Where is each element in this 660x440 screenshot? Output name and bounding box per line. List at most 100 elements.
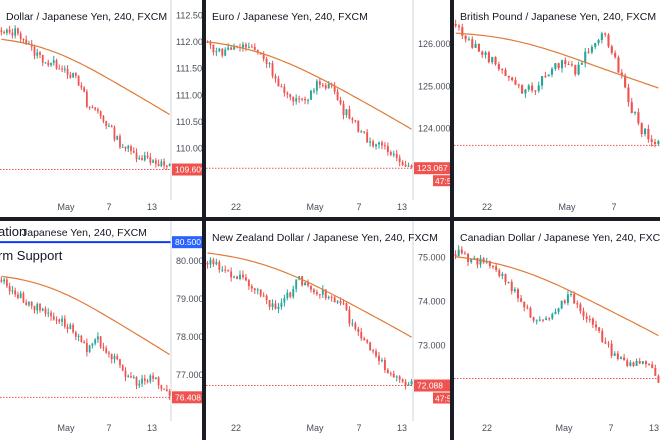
candle-body [481,51,484,55]
chart-panel-cad-jpy[interactable]: 22 May 7 13 Canadian Dollar / Japanese Yen, … [454,221,660,440]
candle-body [641,361,644,364]
chart-usd-jpy[interactable]: 112.500 112.000 111.500 111.000 110.500 110.0… [0,0,202,217]
candle-body [119,136,121,148]
candle-body [74,332,77,337]
candle-body [138,158,141,160]
candle-body [310,90,312,100]
candle-body [8,286,11,292]
symbol-title: New Zealand Dollar / Japanese Yen, 240, … [212,232,438,244]
chart-nzd-jpy[interactable]: 75.000 74.000 73.000 72.088 47:57 22 May 7 13 New… [206,221,450,440]
candle-body [395,153,398,158]
chart-panel-usd-jpy[interactable]: 112.500 112.000 111.500 111.000 110.500 110.0… [0,0,202,217]
candle-body [91,107,94,109]
candle-body [307,99,309,101]
candle-body [464,35,467,40]
candle-body [613,353,616,356]
candle-body [454,254,457,257]
candle-body [283,86,286,93]
candle-body [233,276,236,278]
candle-body [540,76,544,86]
candle-body [25,302,28,305]
chart-cad-jpy[interactable]: 22 May 7 13 Canadian Dollar / Japanese Yen, … [454,221,660,440]
candle-body [590,46,593,53]
chart-jpy-4[interactable]: 80.000 79.000 78.000 77.000 76.408 80.500 May 7… [0,221,202,440]
candle-body [638,360,641,364]
price-tick-label: 125.000 [418,81,450,91]
candle-body [110,353,113,360]
candle-body [576,303,579,305]
chart-panel-eur-jpy[interactable]: 126.000 125.000 124.000 123.067 47:57 22 May 7 1… [206,0,450,217]
candle-body [389,373,392,375]
candle-body [491,57,494,63]
candle-body [85,91,88,107]
candle-body [247,46,250,48]
candle-body [102,347,105,349]
candle-body [487,52,490,63]
candle-body [369,141,372,143]
candle-body [66,326,69,329]
candle-body [55,319,58,321]
candle-body [488,261,491,266]
chart-panel-nzd-jpy[interactable]: 75.000 74.000 73.000 72.088 47:57 22 May 7 13 New… [206,221,450,440]
candle-body [378,355,380,361]
candle-body [580,63,583,65]
countdown-label: 47:57 [435,176,450,186]
candle-body [152,375,154,379]
candle-body [617,57,620,73]
candle-body [132,376,135,378]
candle-body [44,308,47,314]
candle-body [108,125,110,127]
candle-body [72,73,74,78]
candle-body [644,361,647,365]
candle-body [345,109,348,116]
candle-body [236,276,238,279]
candle-body [88,345,91,353]
candle-body [154,377,157,379]
candle-body [474,43,477,48]
candle-body [601,330,604,342]
candle-body [271,63,274,77]
candle-body [72,325,74,333]
candle-body [47,62,50,66]
candle-body [63,68,66,70]
candle-body [3,279,6,282]
candle-body [404,164,407,167]
chart-panel-jpy-4[interactable]: 80.000 79.000 78.000 77.000 76.408 80.500 May 7… [0,221,202,440]
candle-body [221,269,224,271]
chart-eur-jpy[interactable]: 126.000 125.000 124.000 123.067 47:57 22 May 7 1… [206,0,450,217]
chart-gbp-jpy[interactable]: 22 May 7 British Pound / Japanese Yen, 240,… [454,0,660,217]
candle-body [318,294,321,296]
candle-body [77,335,80,337]
candle-body [548,318,551,320]
candle-body [598,327,601,331]
candle-body [141,158,143,161]
candle-body [623,357,626,361]
candle-body [372,350,375,352]
candle-body [94,339,97,344]
candle-body [457,25,461,28]
candle-body [471,39,474,48]
candle-body [124,370,127,377]
candle-body [604,341,607,344]
candle-body [99,111,102,117]
moving-average-line [207,41,412,130]
candle-body [588,318,591,320]
candle-body [215,51,218,53]
candle-body [17,28,19,34]
time-tick-label: 7 [611,202,616,212]
candle-body [283,297,286,303]
candle-body [535,320,538,322]
candle-body [19,293,22,298]
candle-body [375,351,377,356]
candle-body [221,48,224,56]
candle-body [653,141,657,144]
candle-body [457,249,460,257]
candle-body [39,52,41,55]
candle-body [274,76,277,79]
price-tick-label: 73.000 [418,340,446,350]
chart-panel-gbp-jpy[interactable]: 22 May 7 British Pound / Japanese Yen, 240,… [454,0,660,217]
symbol-title: Canadian Dollar / Japanese Yen, 240, FXC… [460,232,660,244]
candle-body [616,353,619,359]
candle-body [52,60,55,63]
candle-body [479,258,482,265]
